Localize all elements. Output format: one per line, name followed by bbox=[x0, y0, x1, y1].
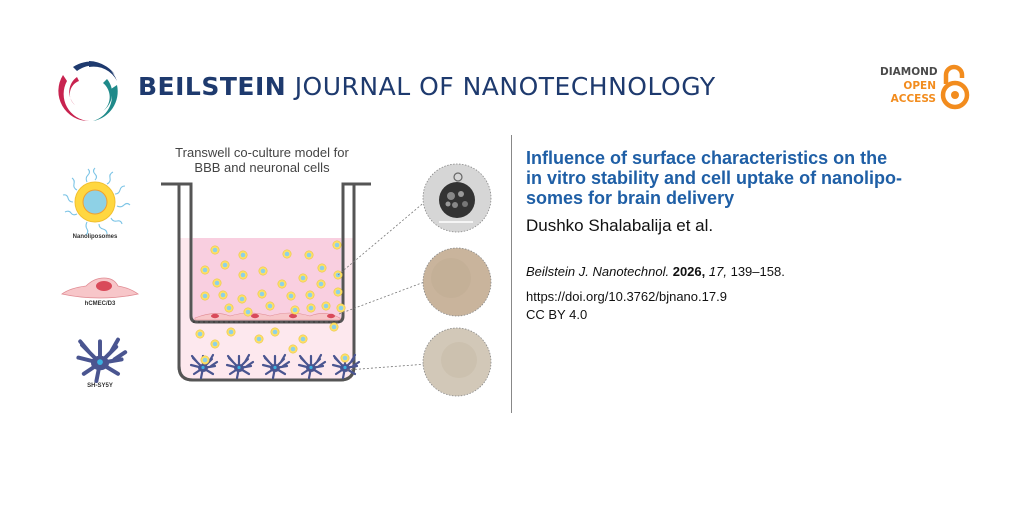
vertical-divider bbox=[511, 135, 512, 413]
oa-line-diamond: DIAMOND bbox=[880, 66, 938, 78]
citation-year: 2026, bbox=[672, 264, 706, 279]
citation-journal: Beilstein J. Nanotechnol. bbox=[526, 264, 670, 279]
article-title-line-3: somes for brain delivery bbox=[526, 188, 735, 208]
endothelial-monolayer-inset bbox=[422, 247, 492, 317]
citation-pages: 139–158. bbox=[730, 264, 785, 279]
neuron-cell-icon bbox=[76, 337, 128, 383]
oa-line-open: OPEN bbox=[903, 79, 936, 92]
endothelial-cell-icon bbox=[61, 277, 139, 299]
article-title: Influence of surface characteristics on … bbox=[526, 148, 986, 208]
tem-micrograph-inset bbox=[422, 163, 492, 233]
license: CC BY 4.0 bbox=[526, 307, 588, 322]
journal-title-bold: BEILSTEIN bbox=[138, 72, 287, 101]
figure-title-line-2: BBB and neuronal cells bbox=[194, 160, 330, 175]
diamond-open-access-badge: DIAMOND OPEN ACCESS bbox=[880, 64, 990, 114]
article-title-line-1: Influence of surface characteristics on … bbox=[526, 148, 888, 168]
journal-title-rest: JOURNAL OF NANOTECHNOLOGY bbox=[294, 72, 716, 101]
legend-label-shsy5y: SH-SY5Y bbox=[87, 383, 113, 389]
open-lock-icon bbox=[940, 64, 970, 110]
oa-line-access: ACCESS bbox=[890, 93, 936, 105]
journal-title: BEILSTEIN JOURNAL OF NANOTECHNOLOGY bbox=[138, 72, 716, 101]
graphical-abstract-figure: Transwell co-culture model for BBB and n… bbox=[55, 138, 500, 400]
transwell-diagram bbox=[61, 163, 492, 397]
nanoliposome-icon bbox=[62, 167, 131, 236]
beilstein-swirl-logo-icon bbox=[58, 61, 118, 122]
doi-link[interactable]: https://doi.org/10.3762/bjnano.17.9 bbox=[526, 289, 727, 304]
neuronal-culture-inset bbox=[422, 327, 492, 397]
figure-title: Transwell co-culture model for BBB and n… bbox=[162, 145, 362, 175]
header: BEILSTEIN JOURNAL OF NANOTECHNOLOGY DIAM… bbox=[0, 0, 1024, 130]
endothelial-monolayer bbox=[194, 312, 341, 321]
article-info: Influence of surface characteristics on … bbox=[526, 148, 986, 324]
figure-title-line-1: Transwell co-culture model for bbox=[175, 145, 349, 160]
article-title-line-2: in vitro stability and cell uptake of na… bbox=[526, 168, 903, 188]
legend-label-nanoliposomes: Nanoliposomes bbox=[72, 234, 118, 240]
article-authors: Dushko Shalabalija et al. bbox=[526, 216, 714, 235]
citation-volume: 17, bbox=[708, 264, 727, 279]
citation: Beilstein J. Nanotechnol. 2026, 17, 139–… bbox=[526, 264, 986, 279]
legend-label-hcmec: hCMEC/D3 bbox=[84, 301, 116, 307]
